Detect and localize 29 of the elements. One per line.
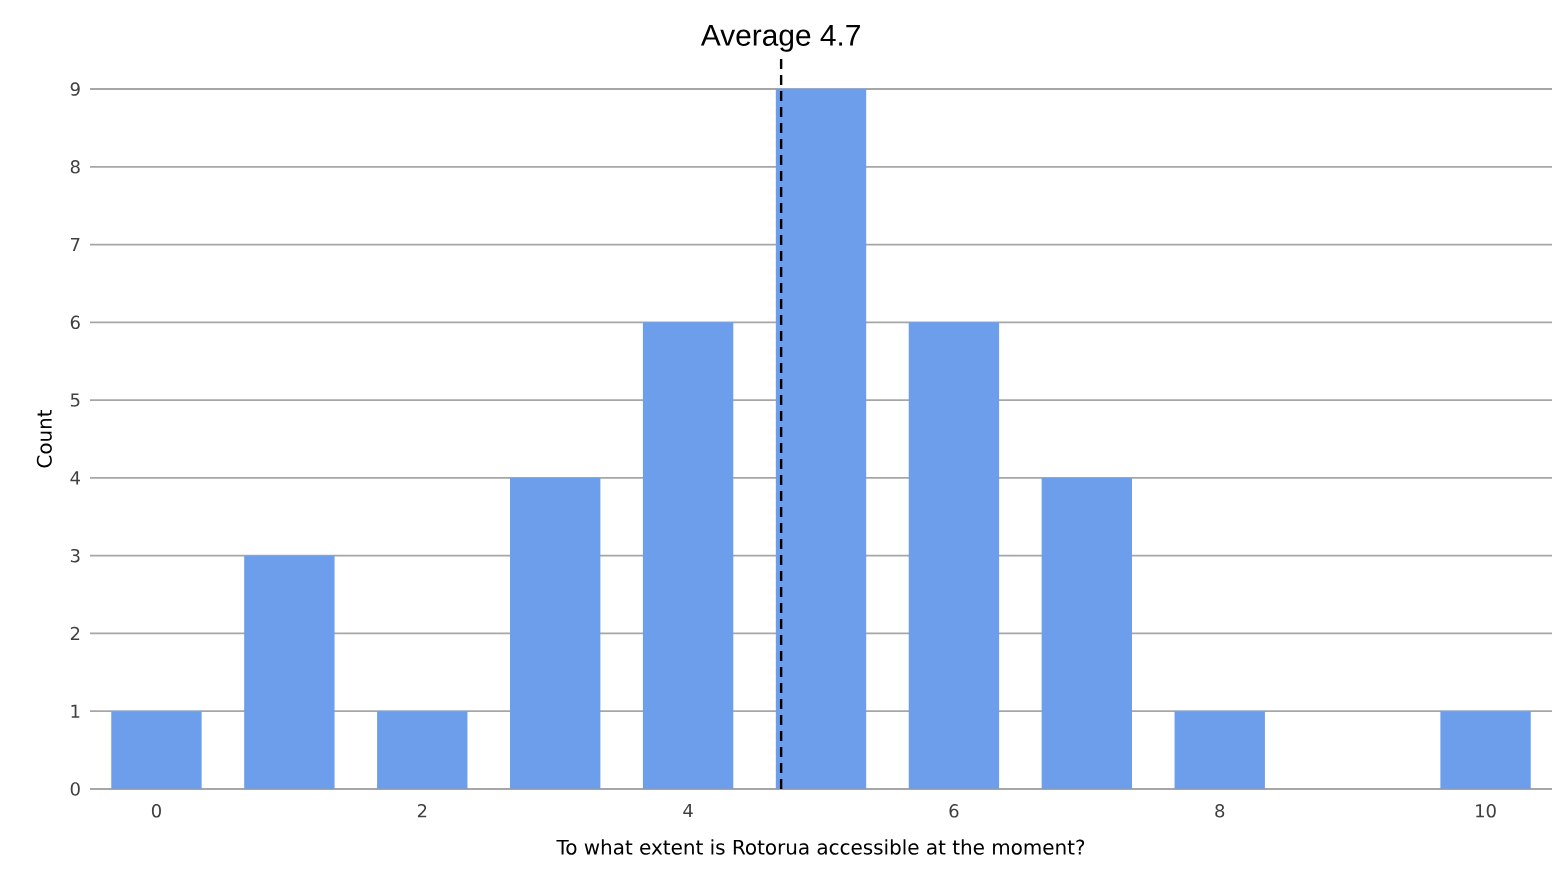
x-tick-label: 6 — [949, 804, 959, 818]
y-tick-label: 1 — [71, 704, 80, 718]
y-tick-label: 4 — [70, 471, 80, 485]
x-tick-label: 0 — [151, 804, 161, 818]
y-tick-label: 5 — [70, 393, 80, 407]
y-axis-title: Count — [36, 409, 52, 468]
bar — [111, 711, 202, 789]
bar — [377, 711, 468, 789]
bar — [244, 555, 335, 789]
bar — [510, 477, 601, 789]
x-tick-label: 8 — [1215, 804, 1225, 818]
x-tick-label: 10 — [1476, 804, 1496, 818]
x-tick-label: 4 — [683, 804, 693, 818]
bar — [1041, 477, 1133, 789]
ref-line-label: Average 4.7 — [700, 25, 860, 52]
bar — [1174, 711, 1265, 789]
y-tick-label: 0 — [70, 782, 80, 796]
y-tick-label: 6 — [70, 315, 80, 330]
y-tick-label: 8 — [70, 160, 80, 174]
bar — [642, 322, 734, 789]
y-tick-label: 3 — [70, 548, 80, 563]
y-tick-label: 2 — [70, 626, 80, 641]
bar — [775, 89, 867, 789]
y-tick-label: 7 — [71, 238, 80, 252]
bar — [908, 322, 1000, 789]
x-axis-title: To what extent is Rotorua accessible at the moment? — [556, 839, 1085, 855]
x-tick-label: 2 — [417, 804, 427, 818]
bar — [1440, 711, 1531, 789]
y-tick-label: 9 — [70, 82, 80, 96]
